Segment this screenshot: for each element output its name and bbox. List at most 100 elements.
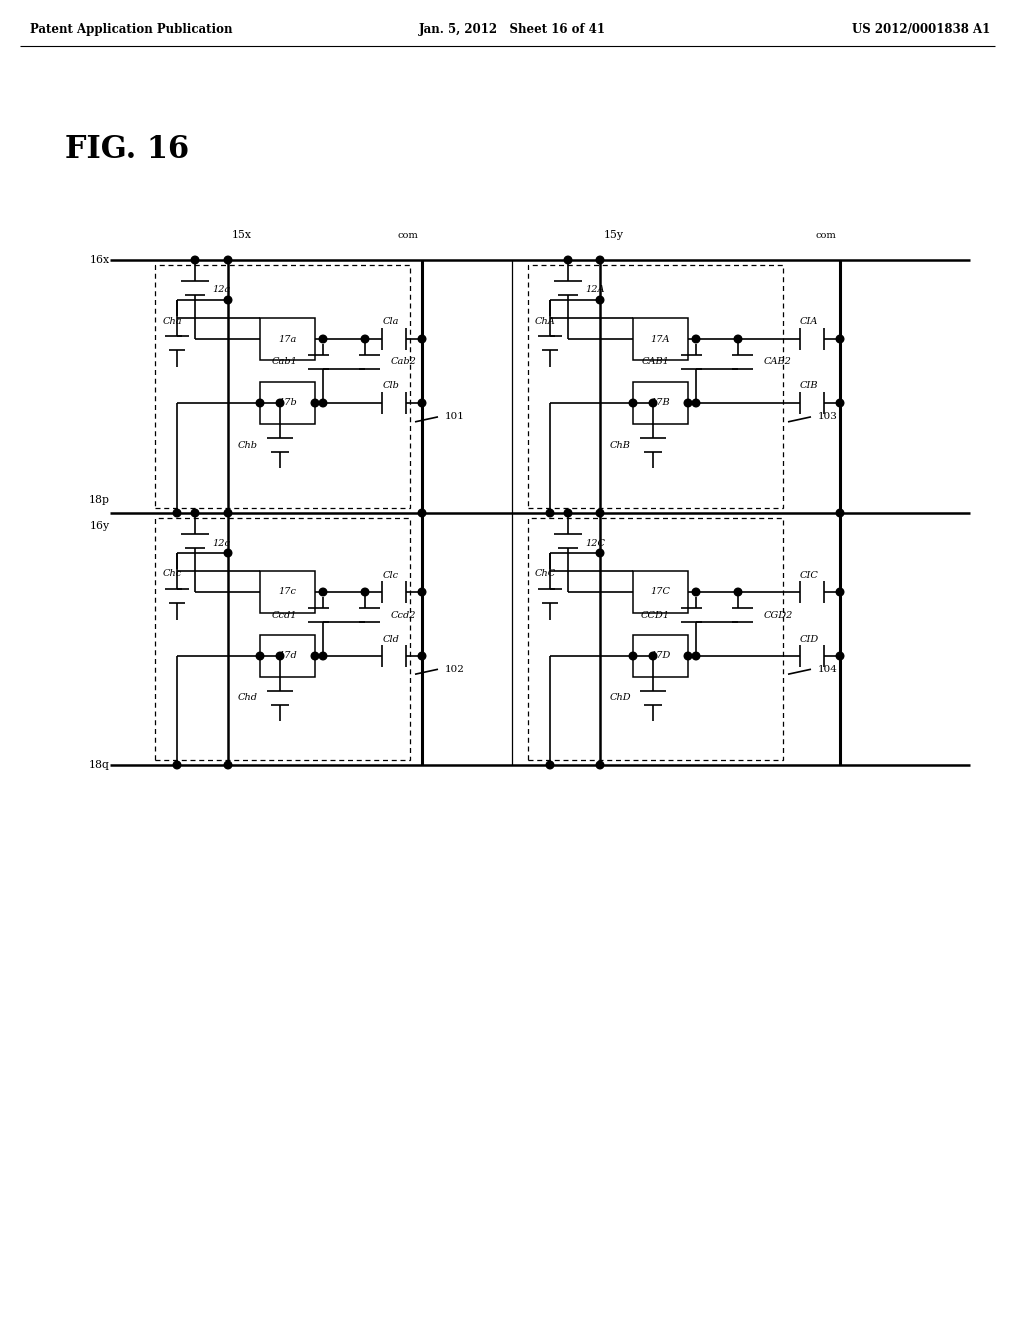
Bar <box>633 572 688 612</box>
Circle shape <box>173 762 181 768</box>
Circle shape <box>418 652 426 660</box>
Text: 17a: 17a <box>279 334 297 343</box>
Text: Clc: Clc <box>383 570 399 579</box>
Text: 12a: 12a <box>212 285 230 294</box>
Text: Cab2: Cab2 <box>391 358 417 367</box>
Bar <box>260 318 315 360</box>
Circle shape <box>418 399 426 407</box>
Bar <box>260 572 315 612</box>
Text: ChD: ChD <box>609 693 631 702</box>
Circle shape <box>596 510 604 517</box>
Circle shape <box>684 652 692 660</box>
Bar <box>155 517 410 760</box>
Text: CIC: CIC <box>800 570 818 579</box>
Text: CGD2: CGD2 <box>764 610 794 619</box>
Text: 16y: 16y <box>90 521 110 531</box>
Circle shape <box>596 762 604 768</box>
Text: com: com <box>815 231 836 240</box>
Circle shape <box>564 510 571 517</box>
Circle shape <box>649 399 656 407</box>
Circle shape <box>564 256 571 264</box>
Text: CIA: CIA <box>800 318 818 326</box>
Text: Patent Application Publication: Patent Application Publication <box>30 24 232 37</box>
Circle shape <box>319 652 327 660</box>
Text: 101: 101 <box>445 412 465 421</box>
Text: ChC: ChC <box>535 569 556 578</box>
Circle shape <box>692 652 699 660</box>
Circle shape <box>319 589 327 595</box>
Text: Cab1: Cab1 <box>271 358 297 367</box>
Circle shape <box>837 589 844 595</box>
Bar <box>528 517 783 760</box>
Circle shape <box>692 589 699 595</box>
Circle shape <box>319 399 327 407</box>
Text: 15y: 15y <box>604 230 624 240</box>
Circle shape <box>837 510 844 517</box>
Circle shape <box>418 510 426 517</box>
Circle shape <box>256 652 264 660</box>
Text: Ccd1: Ccd1 <box>271 610 297 619</box>
Text: Chd: Chd <box>238 693 258 702</box>
Text: 103: 103 <box>818 412 838 421</box>
Circle shape <box>692 399 699 407</box>
Circle shape <box>311 652 318 660</box>
Text: 17D: 17D <box>650 652 671 660</box>
Text: CIB: CIB <box>800 381 818 391</box>
Circle shape <box>837 652 844 660</box>
Circle shape <box>361 335 369 343</box>
Bar <box>633 318 688 360</box>
Circle shape <box>629 652 637 660</box>
Text: FIG. 16: FIG. 16 <box>65 135 189 165</box>
Text: ChA: ChA <box>535 317 555 326</box>
Text: 12A: 12A <box>585 285 604 294</box>
Text: 102: 102 <box>445 665 465 673</box>
Circle shape <box>837 399 844 407</box>
Bar <box>528 265 783 508</box>
Text: 17A: 17A <box>650 334 671 343</box>
Circle shape <box>191 510 199 517</box>
Circle shape <box>276 399 284 407</box>
Circle shape <box>649 652 656 660</box>
Bar <box>633 635 688 677</box>
Circle shape <box>224 256 231 264</box>
Circle shape <box>629 399 637 407</box>
Text: CAB1: CAB1 <box>642 358 670 367</box>
Text: Cla: Cla <box>383 318 399 326</box>
Circle shape <box>276 652 284 660</box>
Text: 17C: 17C <box>650 587 671 597</box>
Text: 17b: 17b <box>279 399 297 408</box>
Circle shape <box>596 296 604 304</box>
Text: com: com <box>397 231 418 240</box>
Text: CID: CID <box>800 635 818 644</box>
Text: 18p: 18p <box>89 495 110 506</box>
Text: Cld: Cld <box>383 635 399 644</box>
Text: Ccd2: Ccd2 <box>391 610 417 619</box>
Text: Chc: Chc <box>163 569 181 578</box>
Circle shape <box>546 510 554 517</box>
Circle shape <box>418 589 426 595</box>
Text: 18q: 18q <box>89 760 110 770</box>
Bar <box>260 635 315 677</box>
Text: 12c: 12c <box>212 539 230 548</box>
Circle shape <box>191 256 199 264</box>
Text: US 2012/0001838 A1: US 2012/0001838 A1 <box>852 24 990 37</box>
Circle shape <box>734 335 741 343</box>
Text: CAB2: CAB2 <box>764 358 792 367</box>
Text: 15x: 15x <box>232 230 252 240</box>
Circle shape <box>311 399 318 407</box>
Circle shape <box>224 296 231 304</box>
Circle shape <box>224 762 231 768</box>
Text: 17d: 17d <box>279 652 297 660</box>
Circle shape <box>224 549 231 557</box>
Text: 12C: 12C <box>585 539 605 548</box>
Circle shape <box>692 335 699 343</box>
Text: 16x: 16x <box>90 255 110 265</box>
Circle shape <box>361 589 369 595</box>
Text: CCD1: CCD1 <box>641 610 670 619</box>
Circle shape <box>596 549 604 557</box>
Bar <box>260 381 315 424</box>
Circle shape <box>319 335 327 343</box>
Circle shape <box>684 399 692 407</box>
Bar <box>155 265 410 508</box>
Text: Cha: Cha <box>162 317 182 326</box>
